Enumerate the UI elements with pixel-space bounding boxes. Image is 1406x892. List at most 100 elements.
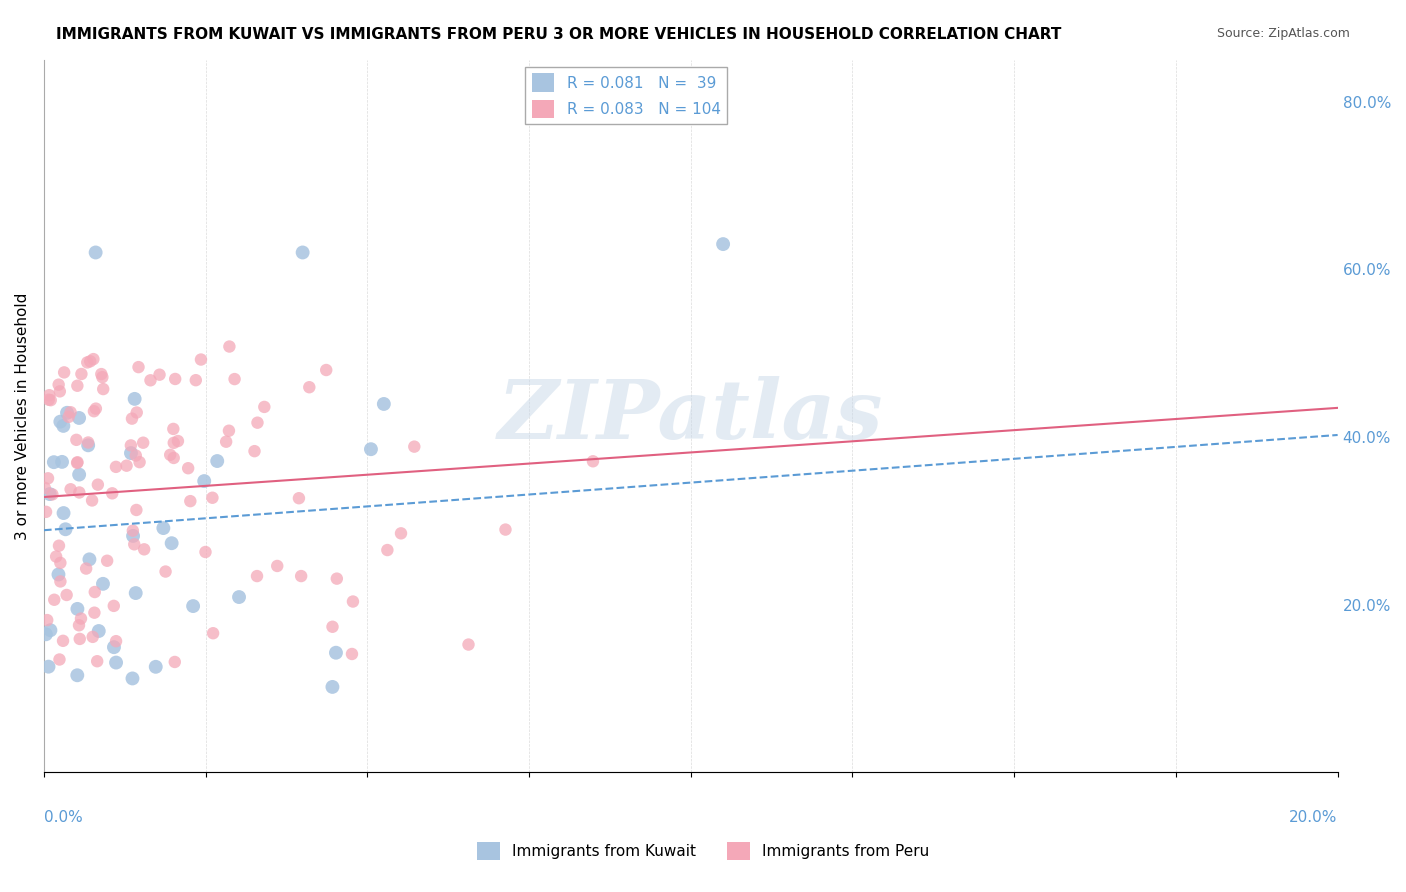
Y-axis label: 3 or more Vehicles in Household: 3 or more Vehicles in Household — [15, 293, 30, 540]
Immigrants from Peru — [80, 493, 103, 508]
Text: 0.0%: 0.0% — [44, 810, 83, 825]
Immigrants from Peru — [103, 599, 125, 613]
Immigrants from Peru — [76, 355, 98, 369]
Immigrants from Kuwait — [321, 680, 343, 694]
Text: 20.0%: 20.0% — [1289, 810, 1337, 825]
Immigrants from Kuwait — [120, 446, 142, 460]
Immigrants from Peru — [38, 392, 60, 407]
Immigrants from Peru — [321, 620, 343, 634]
Legend: Immigrants from Kuwait, Immigrants from Peru: Immigrants from Kuwait, Immigrants from … — [471, 836, 935, 866]
Immigrants from Peru — [105, 634, 128, 648]
Immigrants from Kuwait — [84, 245, 107, 260]
Immigrants from Peru — [91, 370, 114, 384]
Immigrants from Kuwait — [124, 392, 146, 406]
Immigrants from Peru — [134, 542, 156, 557]
Immigrants from Peru — [404, 440, 426, 454]
Immigrants from Peru — [163, 435, 186, 450]
Text: IMMIGRANTS FROM KUWAIT VS IMMIGRANTS FROM PERU 3 OR MORE VEHICLES IN HOUSEHOLD C: IMMIGRANTS FROM KUWAIT VS IMMIGRANTS FRO… — [56, 27, 1062, 42]
Immigrants from Peru — [87, 477, 110, 491]
Immigrants from Peru — [377, 543, 399, 558]
Immigrants from Peru — [104, 459, 127, 474]
Immigrants from Peru — [163, 655, 186, 669]
Immigrants from Peru — [49, 556, 72, 570]
Immigrants from Peru — [190, 352, 212, 367]
Immigrants from Kuwait — [291, 245, 314, 260]
Immigrants from Kuwait — [87, 624, 110, 638]
Immigrants from Peru — [125, 503, 148, 517]
Immigrants from Kuwait — [67, 467, 90, 482]
Immigrants from Peru — [120, 438, 142, 452]
Immigrants from Peru — [184, 373, 207, 387]
Immigrants from Peru — [122, 537, 145, 551]
Immigrants from Peru — [201, 491, 224, 505]
Immigrants from Peru — [82, 630, 104, 644]
Immigrants from Kuwait — [42, 455, 65, 469]
Immigrants from Kuwait — [193, 474, 215, 488]
Immigrants from Kuwait — [122, 529, 145, 543]
Immigrants from Kuwait — [51, 455, 73, 469]
Immigrants from Kuwait — [49, 415, 72, 429]
Immigrants from Peru — [288, 491, 311, 506]
Immigrants from Peru — [44, 592, 66, 607]
Immigrants from Kuwait — [181, 599, 204, 613]
Immigrants from Peru — [132, 435, 155, 450]
Immigrants from Peru — [215, 434, 238, 449]
Immigrants from Kuwait — [121, 672, 143, 686]
Immigrants from Peru — [315, 363, 337, 377]
Immigrants from Peru — [115, 458, 138, 473]
Immigrants from Kuwait — [105, 656, 128, 670]
Immigrants from Kuwait — [125, 586, 148, 600]
Immigrants from Peru — [70, 611, 93, 625]
Immigrants from Kuwait — [35, 627, 58, 641]
Immigrants from Peru — [101, 486, 124, 500]
Immigrants from Peru — [38, 388, 60, 402]
Immigrants from Peru — [83, 606, 105, 620]
Immigrants from Peru — [59, 405, 82, 419]
Immigrants from Peru — [243, 444, 266, 458]
Immigrants from Peru — [91, 382, 114, 396]
Immigrants from Peru — [83, 585, 105, 599]
Immigrants from Kuwait — [228, 590, 250, 604]
Immigrants from Peru — [39, 393, 62, 408]
Immigrants from Peru — [79, 354, 101, 368]
Immigrants from Peru — [53, 365, 76, 379]
Legend: R = 0.081   N =  39, R = 0.083   N = 104: R = 0.081 N = 39, R = 0.083 N = 104 — [526, 67, 727, 124]
Immigrants from Kuwait — [56, 406, 79, 420]
Immigrants from Kuwait — [52, 418, 75, 433]
Immigrants from Peru — [49, 384, 72, 399]
Immigrants from Kuwait — [360, 442, 382, 457]
Immigrants from Peru — [69, 632, 91, 646]
Immigrants from Peru — [326, 572, 349, 586]
Immigrants from Peru — [34, 481, 56, 495]
Immigrants from Peru — [66, 455, 89, 469]
Immigrants from Kuwait — [39, 624, 62, 638]
Immigrants from Peru — [177, 461, 200, 475]
Immigrants from Peru — [194, 545, 217, 559]
Immigrants from Kuwait — [103, 640, 125, 655]
Immigrants from Kuwait — [48, 567, 70, 582]
Immigrants from Peru — [121, 411, 143, 425]
Immigrants from Peru — [48, 539, 70, 553]
Immigrants from Peru — [128, 360, 150, 375]
Immigrants from Peru — [67, 485, 90, 500]
Immigrants from Peru — [582, 454, 605, 468]
Immigrants from Peru — [246, 416, 269, 430]
Immigrants from Kuwait — [325, 646, 347, 660]
Immigrants from Peru — [162, 422, 184, 436]
Immigrants from Peru — [66, 456, 89, 470]
Immigrants from Kuwait — [160, 536, 183, 550]
Immigrants from Peru — [70, 367, 93, 381]
Immigrants from Peru — [163, 450, 186, 465]
Immigrants from Peru — [90, 367, 112, 381]
Immigrants from Peru — [35, 505, 58, 519]
Immigrants from Peru — [121, 524, 143, 538]
Immigrants from Peru — [84, 401, 107, 416]
Immigrants from Peru — [298, 380, 321, 394]
Immigrants from Peru — [125, 449, 148, 463]
Immigrants from Kuwait — [55, 522, 77, 536]
Immigrants from Kuwait — [37, 659, 59, 673]
Immigrants from Peru — [37, 471, 59, 485]
Immigrants from Peru — [45, 549, 67, 564]
Immigrants from Peru — [128, 455, 150, 469]
Immigrants from Kuwait — [77, 438, 100, 452]
